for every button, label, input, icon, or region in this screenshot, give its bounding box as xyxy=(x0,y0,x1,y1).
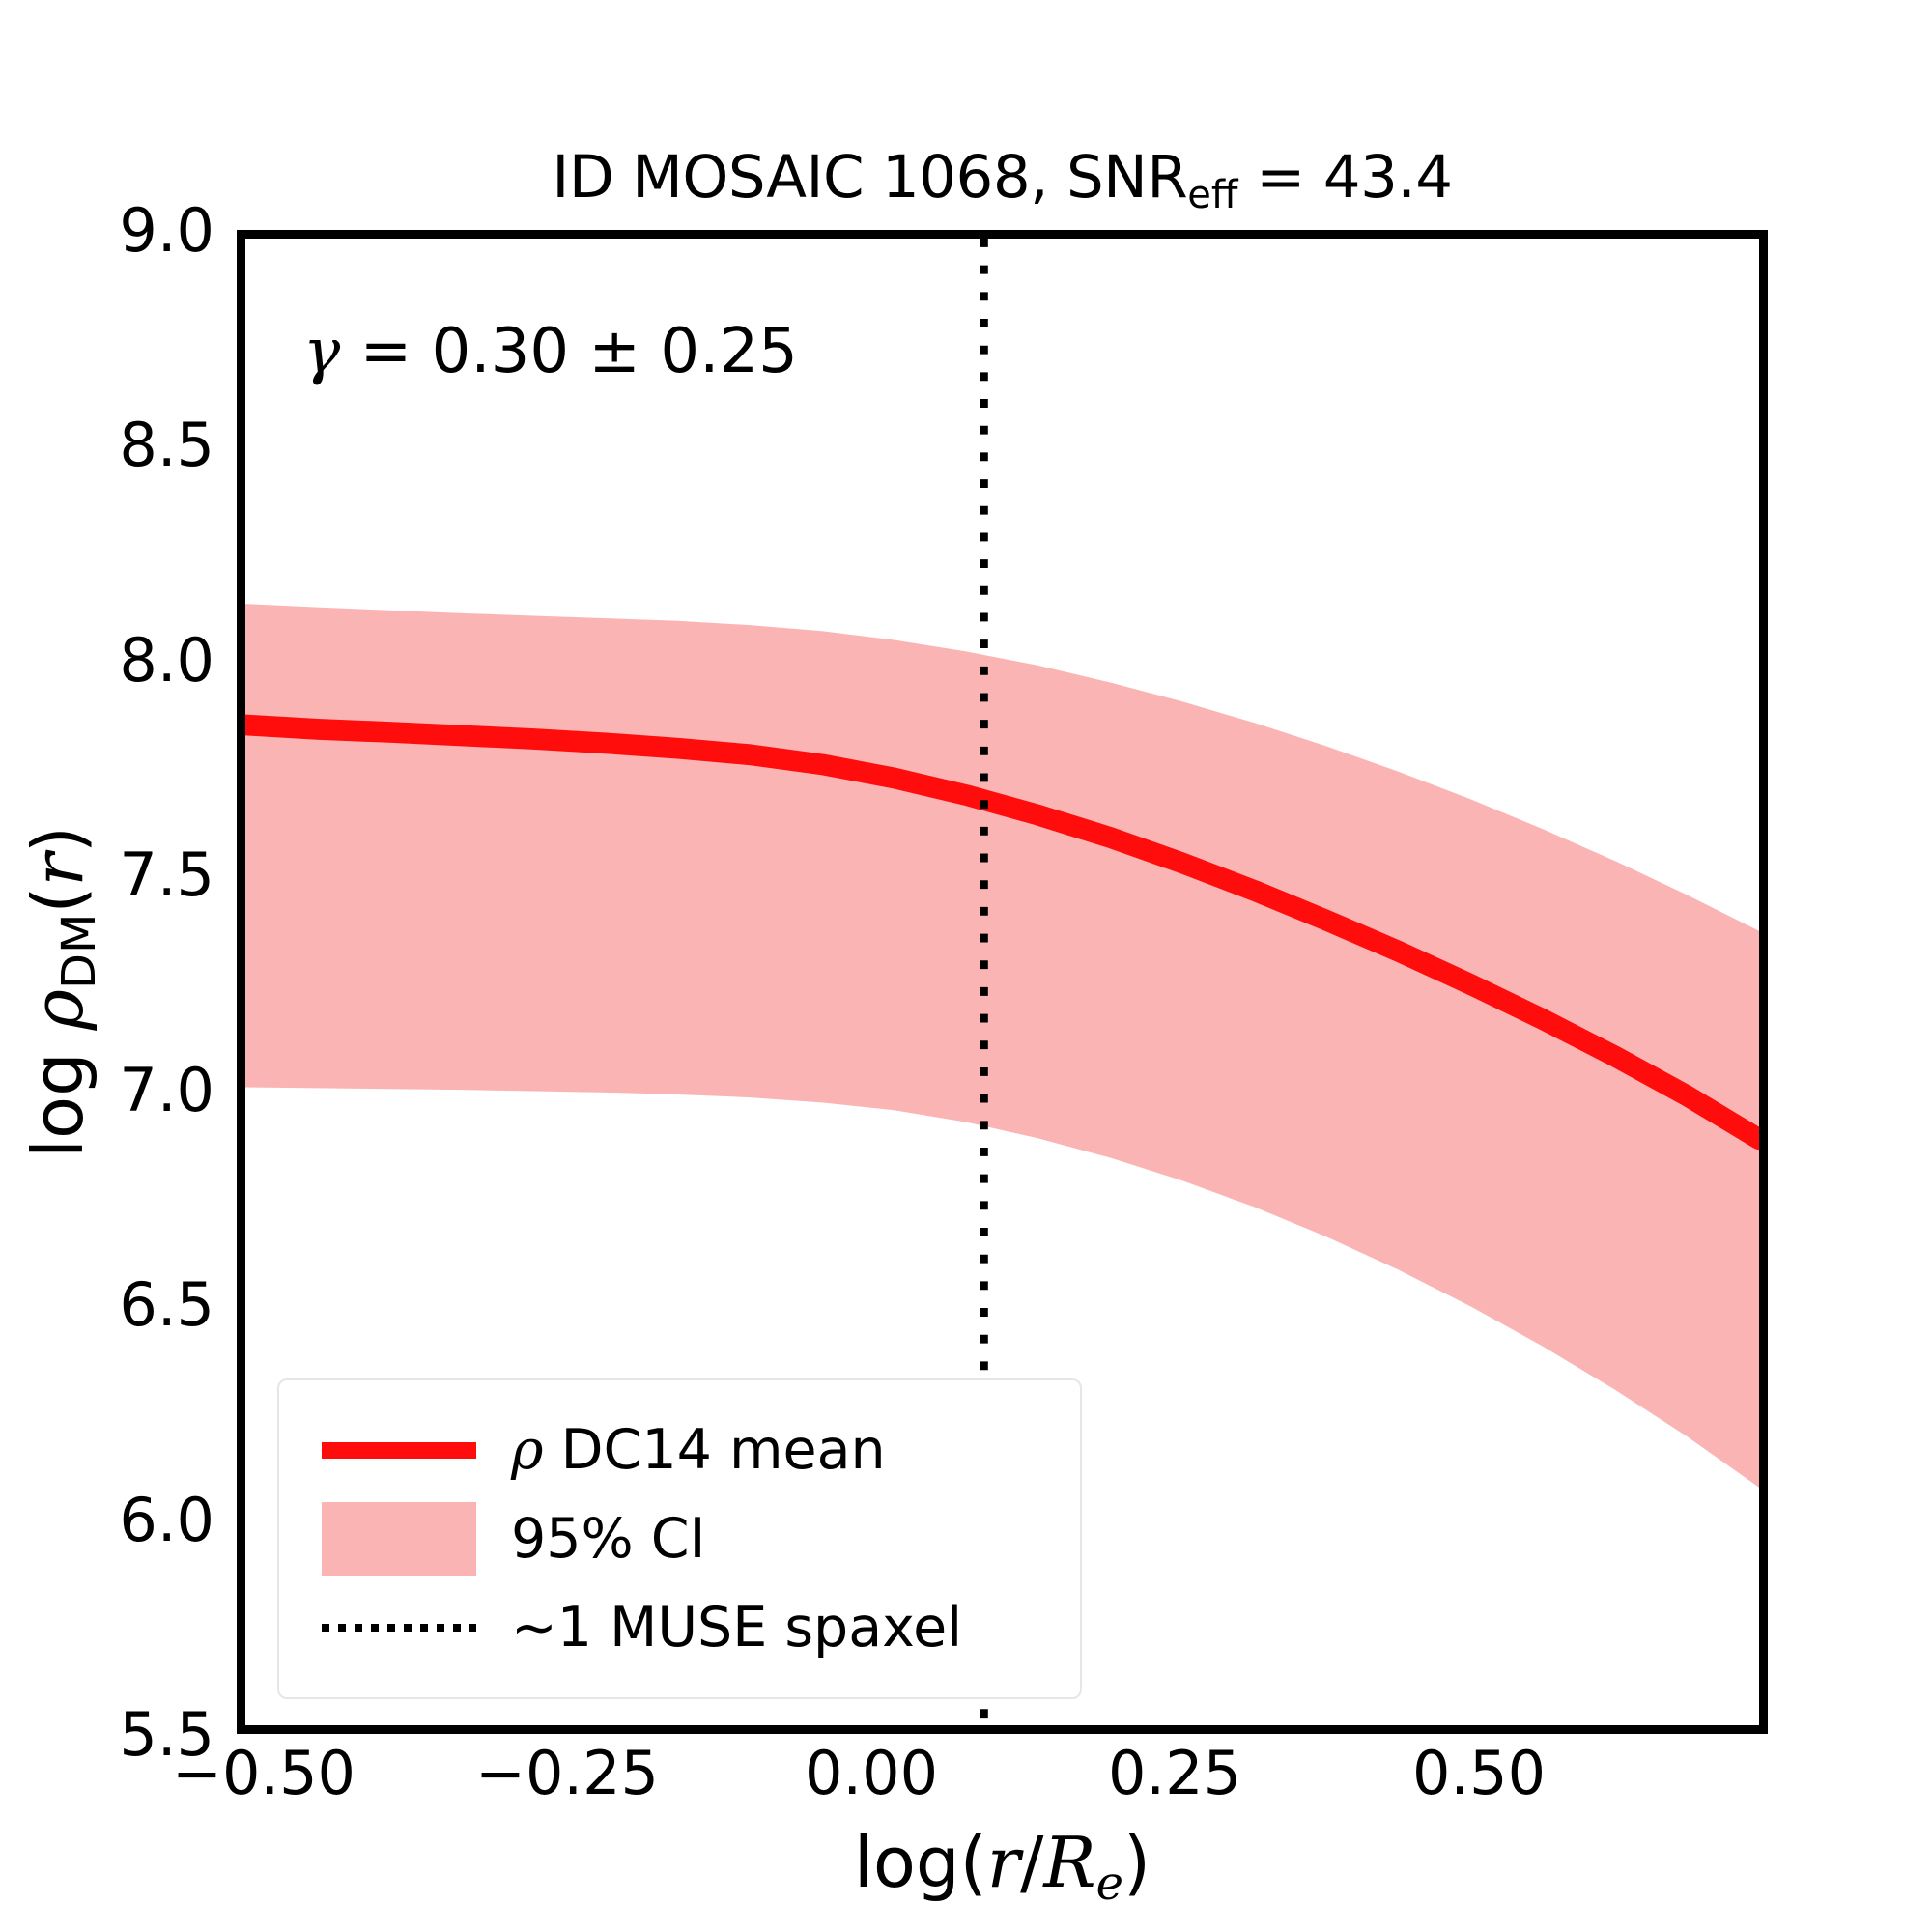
gamma-symbol: γ xyxy=(303,316,341,387)
legend-label-mean-rho: ρ xyxy=(511,1418,544,1482)
legend-swatch-line xyxy=(304,1441,494,1459)
y-tick-label-5-5: 5.5 xyxy=(119,1699,214,1770)
x-axis-label-R: R xyxy=(1043,1822,1096,1903)
x-axis-label-slash: / xyxy=(1020,1822,1044,1903)
x-axis-label-close-paren: ) xyxy=(1123,1822,1151,1903)
y-axis-label-close-paren: ) xyxy=(17,826,99,854)
y-tick-label-6-0: 6.0 xyxy=(119,1485,214,1555)
plot-svg xyxy=(245,239,1759,1725)
gamma-annotation: γ = 0.30 ± 0.25 xyxy=(303,316,798,387)
x-axis-label-r: r xyxy=(986,1822,1021,1903)
legend-label-mean-text: DC14 mean xyxy=(543,1418,886,1482)
x-tick-label-0-25: 0.25 xyxy=(1107,1738,1242,1808)
y-axis-label-log: log xyxy=(17,1030,99,1158)
dotted-line-swatch xyxy=(322,1624,476,1632)
legend-label-mean: ρ DC14 mean xyxy=(494,1418,886,1482)
x-tick-label-0-00: 0.00 xyxy=(804,1738,939,1808)
y-tick-label-9-0: 9.0 xyxy=(119,195,214,266)
chart-title-main: ID MOSAIC 1068, SNR xyxy=(552,143,1188,212)
legend-box[interactable]: ρ DC14 mean 95% CI ~1 MUSE spaxel xyxy=(277,1378,1082,1699)
pink-patch-swatch xyxy=(322,1502,476,1576)
x-tick-label-0-50: 0.50 xyxy=(1411,1738,1547,1808)
confidence-interval-band xyxy=(245,604,1759,1488)
chart-title-subscript: eff xyxy=(1187,173,1238,217)
x-axis-label: log(r/Re) xyxy=(237,1822,1768,1911)
y-tick-label-6-5: 6.5 xyxy=(119,1269,214,1340)
x-tick-label-neg-0-25: −0.25 xyxy=(475,1738,659,1808)
legend-item-ci[interactable]: 95% CI xyxy=(279,1494,1080,1583)
y-tick-label-8-0: 8.0 xyxy=(119,625,214,696)
y-axis-label: log ρDM(r) xyxy=(17,316,106,1668)
mean-density-line xyxy=(245,714,1759,1151)
x-axis-label-head: log( xyxy=(853,1822,987,1903)
y-axis-label-subscript: DM xyxy=(52,913,106,989)
y-axis-label-rho: ρ xyxy=(17,989,99,1031)
legend-label-ci: 95% CI xyxy=(511,1507,706,1571)
y-axis-label-open-paren: ( xyxy=(17,886,99,914)
legend-swatch-dotted xyxy=(304,1624,494,1632)
legend-label-spaxel: ~1 MUSE spaxel xyxy=(511,1596,963,1660)
y-axis-label-r: r xyxy=(17,853,99,887)
legend-item-spaxel[interactable]: ~1 MUSE spaxel xyxy=(279,1583,1080,1672)
legend-item-mean[interactable]: ρ DC14 mean xyxy=(279,1406,1080,1494)
x-axis-label-subscript: e xyxy=(1095,1857,1124,1911)
y-tick-label-8-5: 8.5 xyxy=(119,410,214,480)
gamma-value: = 0.30 ± 0.25 xyxy=(359,316,798,387)
legend-swatch-patch xyxy=(304,1502,494,1576)
y-tick-label-7-0: 7.0 xyxy=(119,1055,214,1125)
red-line-swatch xyxy=(322,1441,476,1459)
chart-title-tail: = 43.4 xyxy=(1237,143,1453,212)
y-tick-label-7-5: 7.5 xyxy=(119,839,214,910)
x-tick-label-neg-0-50: −0.50 xyxy=(172,1738,355,1808)
chart-title: ID MOSAIC 1068, SNReff = 43.4 xyxy=(237,143,1768,217)
plot-area: γ = 0.30 ± 0.25 ρ DC14 mean 95% CI ~1 MU… xyxy=(237,230,1768,1734)
